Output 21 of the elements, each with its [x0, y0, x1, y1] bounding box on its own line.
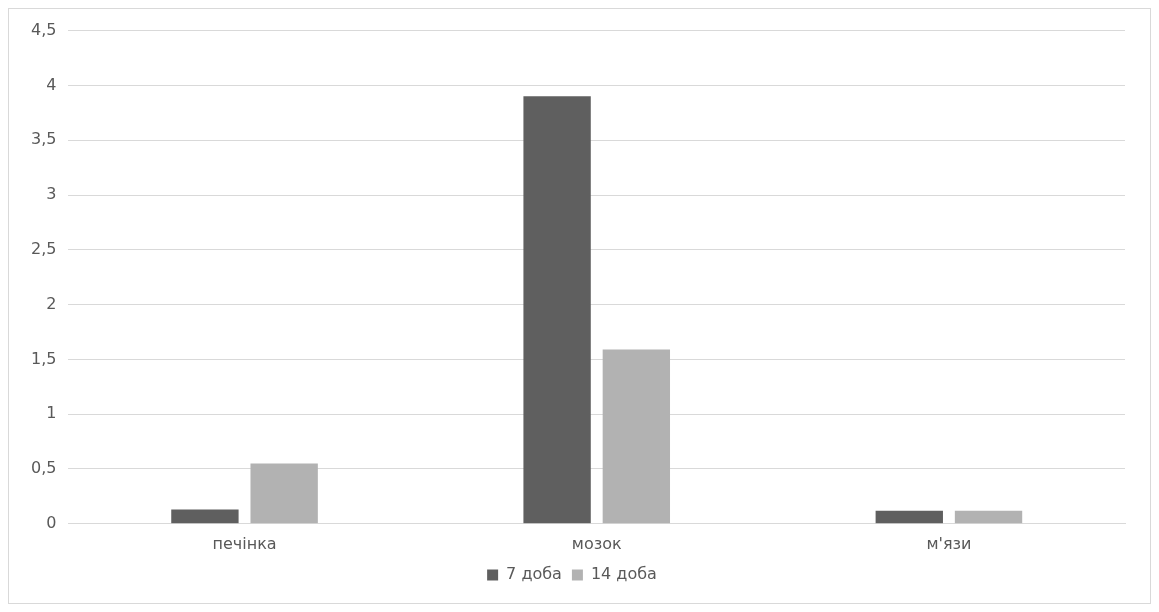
y-tick-label: 1,5: [30, 348, 57, 368]
bar: [250, 463, 318, 524]
y-tick-label: 0: [46, 512, 57, 532]
bar: [875, 510, 943, 524]
x-tick-label: печінка: [212, 533, 277, 553]
y-tick-label: 2: [46, 293, 57, 313]
bar: [602, 349, 671, 524]
y-tick-label: 2,5: [30, 238, 57, 258]
bar: [954, 510, 1023, 524]
y-tick-label: 1: [46, 403, 57, 423]
y-tick-label: 3: [46, 184, 57, 204]
x-tick-label: мозок: [571, 533, 622, 553]
y-tick-label: 4,5: [30, 19, 57, 39]
bar: [523, 96, 591, 524]
legend-label: 14 доба: [590, 564, 657, 584]
y-tick-label: 3,5: [30, 129, 57, 149]
y-tick-label: 4: [46, 74, 57, 94]
bar: [171, 509, 239, 524]
legend-label: 7 доба: [506, 564, 562, 584]
x-tick-label: м'язи: [926, 533, 972, 553]
y-tick-label: 0,5: [30, 458, 57, 478]
